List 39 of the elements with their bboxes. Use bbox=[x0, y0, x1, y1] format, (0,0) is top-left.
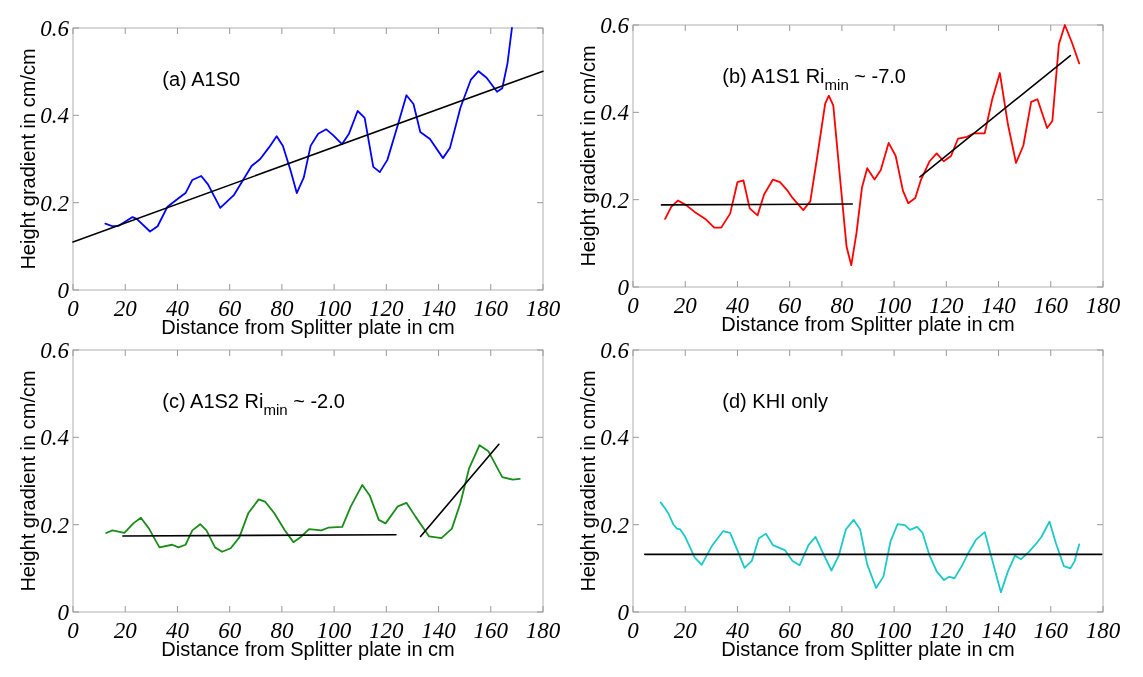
x-tick-label: 160 bbox=[473, 618, 509, 643]
x-tick-label: 180 bbox=[525, 618, 561, 643]
x-tick-label: 160 bbox=[1033, 618, 1069, 643]
y-axis-title: Height gradient in cm/cm bbox=[577, 45, 599, 267]
text: (a) A1S0 bbox=[162, 67, 241, 90]
y-axis-title: Height gradient in cm/cm bbox=[17, 370, 39, 592]
y-tick-label: 0.4 bbox=[40, 425, 69, 451]
x-tick-label: 20 bbox=[113, 618, 138, 643]
text: (c) A1S2 Ri$_{min}$ ~ -2.0 bbox=[162, 389, 345, 418]
x-tick-label: 160 bbox=[473, 296, 509, 321]
line-series bbox=[664, 24, 1081, 267]
x-tick-label: 20 bbox=[113, 296, 138, 321]
x-tick-label: 160 bbox=[1033, 293, 1069, 318]
line-series bbox=[105, 444, 521, 553]
y-tick-label: 0.6 bbox=[40, 338, 70, 364]
line-series bbox=[659, 501, 1081, 594]
y-axis-title: Height gradient in cm/cm bbox=[577, 370, 599, 592]
y-axis-title: Height gradient in cm/cm bbox=[17, 48, 39, 270]
y-tick-label: 0 bbox=[617, 600, 630, 626]
y-tick-label: 0.4 bbox=[600, 425, 629, 451]
y-tick-label: 0.6 bbox=[600, 338, 630, 364]
x-tick-label: 180 bbox=[525, 296, 561, 321]
y-tick-label: 0 bbox=[57, 600, 70, 626]
y-tick-label: 0.4 bbox=[40, 103, 69, 129]
x-tick-label: 180 bbox=[1085, 618, 1121, 643]
y-tick-label: 0 bbox=[617, 275, 630, 301]
y-tick-label: 0.2 bbox=[40, 190, 69, 216]
y-tick-label: 0.2 bbox=[600, 512, 629, 538]
x-tick-label: 180 bbox=[1085, 293, 1121, 318]
text: (b) A1S1 Ri$_{min}$ ~ -7.0 bbox=[722, 64, 906, 93]
y-tick-label: 0.4 bbox=[600, 100, 629, 126]
x-tick-label: 20 bbox=[673, 293, 698, 318]
y-tick-label: 0.6 bbox=[600, 13, 630, 39]
x-tick-label: 20 bbox=[673, 618, 698, 643]
y-tick-label: 0.2 bbox=[40, 512, 69, 538]
text: (d) KHI only bbox=[722, 389, 828, 412]
y-tick-label: 0.6 bbox=[40, 16, 70, 42]
y-tick-label: 0.2 bbox=[600, 187, 629, 213]
line-series bbox=[104, 27, 513, 233]
